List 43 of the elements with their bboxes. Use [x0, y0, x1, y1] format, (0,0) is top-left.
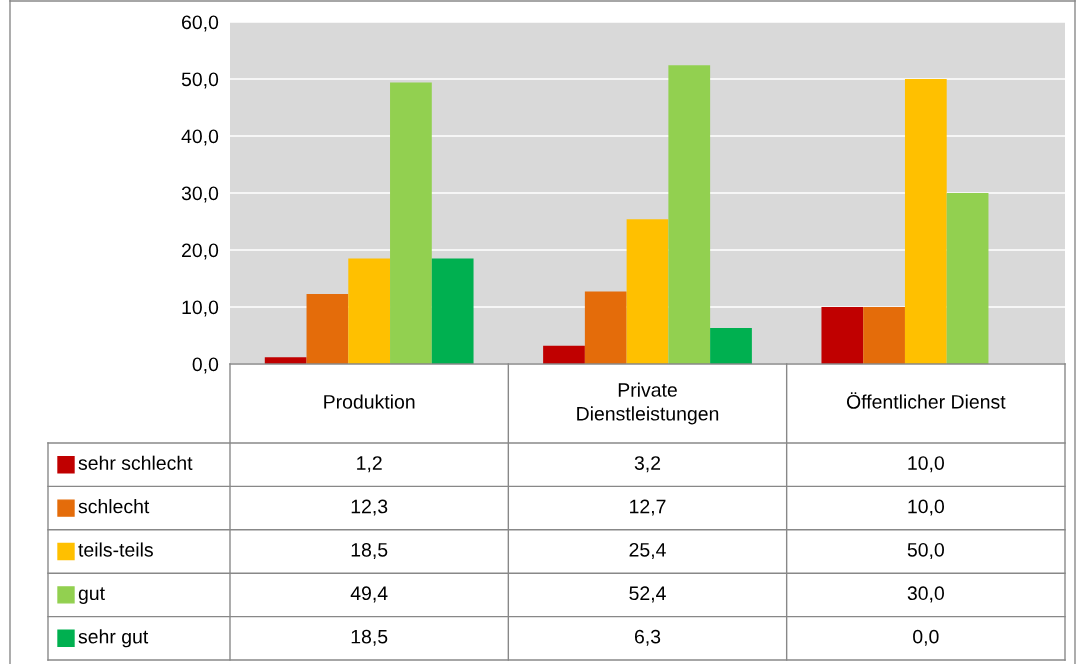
data-label: 6,3 — [634, 629, 661, 646]
data-label: 30,0 — [907, 586, 944, 603]
legend-label: sehr schlecht — [78, 455, 193, 470]
x-tick-label: Produktion — [324, 394, 415, 409]
bar — [431, 258, 474, 364]
bar — [543, 345, 585, 364]
data-label: 18,5 — [351, 542, 388, 560]
bar — [710, 328, 752, 364]
legend-label: teils-teils — [78, 542, 153, 557]
data-label: 52,4 — [629, 586, 666, 603]
bar — [306, 293, 349, 364]
x-tick-label: Öffentlicher Dienst — [846, 392, 1006, 409]
data-label: 1,2 — [357, 456, 382, 473]
bar — [626, 219, 669, 364]
bar — [821, 307, 864, 364]
data-label: 3,2 — [634, 456, 661, 473]
data-label: 12,3 — [351, 499, 388, 516]
data-label: 25,4 — [629, 542, 666, 560]
y-tick-label: 40,0 — [181, 129, 219, 146]
y-tick-label: 20,0 — [182, 243, 219, 260]
bar — [390, 82, 432, 364]
y-tick-label: 30,0 — [181, 186, 219, 203]
y-tick-label: 50,0 — [181, 72, 219, 89]
y-tick-label: 60,0 — [182, 15, 219, 32]
data-label: 12,7 — [630, 499, 666, 516]
y-tick-label: 10,0 — [182, 300, 219, 317]
data-label: 50,0 — [907, 542, 944, 560]
bar — [584, 291, 627, 364]
bar — [904, 79, 947, 364]
data-label: 0,0 — [913, 629, 939, 646]
y-tick-label: 0,0 — [192, 357, 219, 374]
bar — [348, 258, 391, 364]
bar — [946, 193, 989, 364]
bar — [863, 307, 905, 364]
data-label: 18,5 — [351, 629, 388, 646]
data-label: 49,4 — [350, 586, 388, 603]
legend-label: gut — [78, 587, 105, 604]
legend-label: sehr gut — [78, 629, 149, 648]
data-label: 10,0 — [908, 499, 944, 516]
legend-label: schlecht — [78, 499, 150, 514]
bar — [668, 65, 711, 364]
x-tick-label: Private Dienstleistungen — [577, 382, 719, 425]
data-label: 10,0 — [908, 456, 944, 473]
